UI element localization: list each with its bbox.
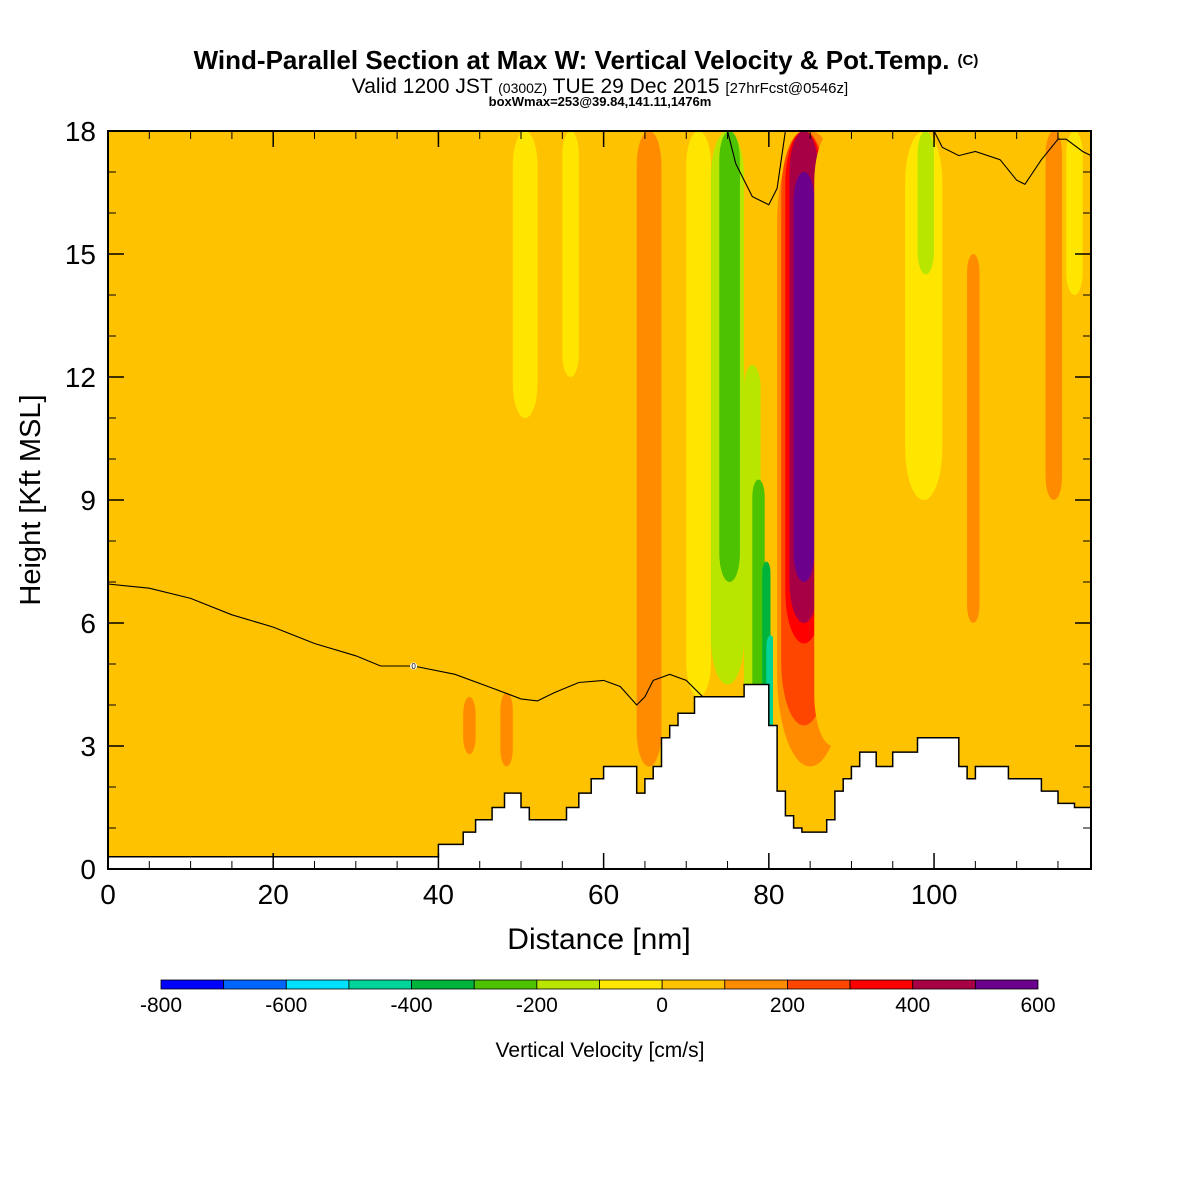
y-tick-label: 18 (65, 116, 96, 147)
plot-area: 0 (108, 131, 1091, 869)
isentrope-low-line (108, 583, 704, 706)
colorbar-swatch (661, 979, 726, 990)
svg-text:Wind-Parallel Section at Max W: Wind-Parallel Section at Max W: Vertical… (194, 45, 979, 75)
subtitle-date: TUE 29 Dec 2015 (553, 75, 720, 98)
colorbar: -800 -600 -400 -200 0 200 400 600 (140, 979, 1056, 1017)
velocity-band (793, 172, 815, 582)
colorbar-swatch (974, 979, 1039, 990)
terrain-mask (108, 683, 1091, 869)
colorbar-swatch (787, 979, 851, 990)
velocity-band (281, 655, 294, 857)
colorbar-tick-label: 200 (770, 994, 805, 1017)
subtitle-forecast: [27hrFcst@0546z] (725, 80, 848, 97)
colorbar-tick-label: -200 (516, 994, 558, 1017)
velocity-band (124, 631, 137, 796)
y-tick-label: 15 (65, 239, 96, 270)
colorbar-tick-label: 400 (895, 994, 930, 1017)
colorbar-tick-label: 0 (656, 994, 668, 1017)
y-tick-label: 9 (80, 485, 96, 516)
velocity-band (108, 569, 125, 808)
colorbar-swatch (160, 979, 225, 990)
colorbar-swatch (849, 979, 914, 990)
colorbar-swatch (285, 979, 350, 990)
isentrope-label: 0 (411, 662, 416, 671)
colorbar-tick-label: -600 (265, 994, 307, 1017)
x-tick-label: 0 (100, 879, 116, 910)
velocity-band (141, 803, 166, 857)
velocity-band (500, 692, 513, 767)
y-tick-label: 0 (80, 854, 96, 885)
isentrope-label-bg (410, 662, 418, 670)
colorbar-swatch (411, 979, 475, 990)
colorbar-swatch (724, 979, 788, 990)
velocity-band (661, 131, 687, 705)
velocity-band (512, 131, 538, 418)
velocity-band (1066, 131, 1083, 295)
chart-title-mark: (C) (958, 52, 979, 69)
velocity-band (335, 536, 352, 857)
velocity-band (917, 131, 935, 275)
subtitle-valid: Valid 1200 JST (352, 75, 493, 98)
velocity-band (537, 131, 571, 820)
chart-title: Wind-Parallel Section at Max W: Vertical… (194, 45, 950, 75)
x-tick-label: 40 (423, 879, 454, 910)
y-tick-label: 6 (80, 608, 96, 639)
colorbar-label: Vertical Velocity [cm/s] (496, 1039, 705, 1062)
svg-text:Valid 1200 JST (0300Z): Valid 1200 JST (0300Z) TUE 29 Dec 2015 [… (352, 75, 848, 98)
isentrope-upper-right-line (933, 131, 1091, 186)
x-tick-label: 20 (258, 879, 289, 910)
colorbar-swatch (536, 979, 600, 990)
velocity-band (983, 213, 1034, 767)
velocity-band (967, 254, 980, 623)
axis-ticks: 0 20 40 60 80 100 0 3 6 9 12 15 18 (65, 116, 1091, 910)
colorbar-swatch (348, 979, 412, 990)
velocity-band (595, 131, 629, 767)
colorbar-swatch (473, 979, 538, 990)
colorbar-swatch (599, 979, 663, 990)
isentrope-high-line (726, 131, 786, 206)
velocity-band (562, 131, 579, 377)
colorbar-tick-label: 600 (1020, 994, 1055, 1017)
y-tick-label: 12 (65, 362, 96, 393)
subtitle-utc: (0300Z) (498, 80, 547, 96)
isentrope-lines: 0 (108, 131, 1091, 706)
velocity-bands (108, 131, 1091, 857)
plot-frame (107, 130, 1092, 870)
colorbar-swatch (912, 979, 976, 990)
x-tick-label: 60 (588, 879, 619, 910)
velocity-band (636, 131, 662, 767)
velocity-band (463, 696, 476, 755)
velocity-band (834, 295, 868, 705)
box-wmax-note: boxWmax=253@39.84,141.11,1476m (489, 94, 712, 109)
y-tick-label: 3 (80, 731, 96, 762)
colorbar-swatch (223, 979, 287, 990)
x-tick-label: 100 (911, 879, 958, 910)
velocity-band (1045, 131, 1063, 500)
x-axis-label: Distance [nm] (507, 923, 690, 956)
y-axis-label: Height [Kft MSL] (15, 394, 47, 605)
colorbar-tick-label: -400 (391, 994, 433, 1017)
x-tick-label: 80 (753, 879, 784, 910)
velocity-band (686, 131, 712, 697)
colorbar-tick-label: -800 (140, 994, 182, 1017)
velocity-band (719, 131, 740, 582)
